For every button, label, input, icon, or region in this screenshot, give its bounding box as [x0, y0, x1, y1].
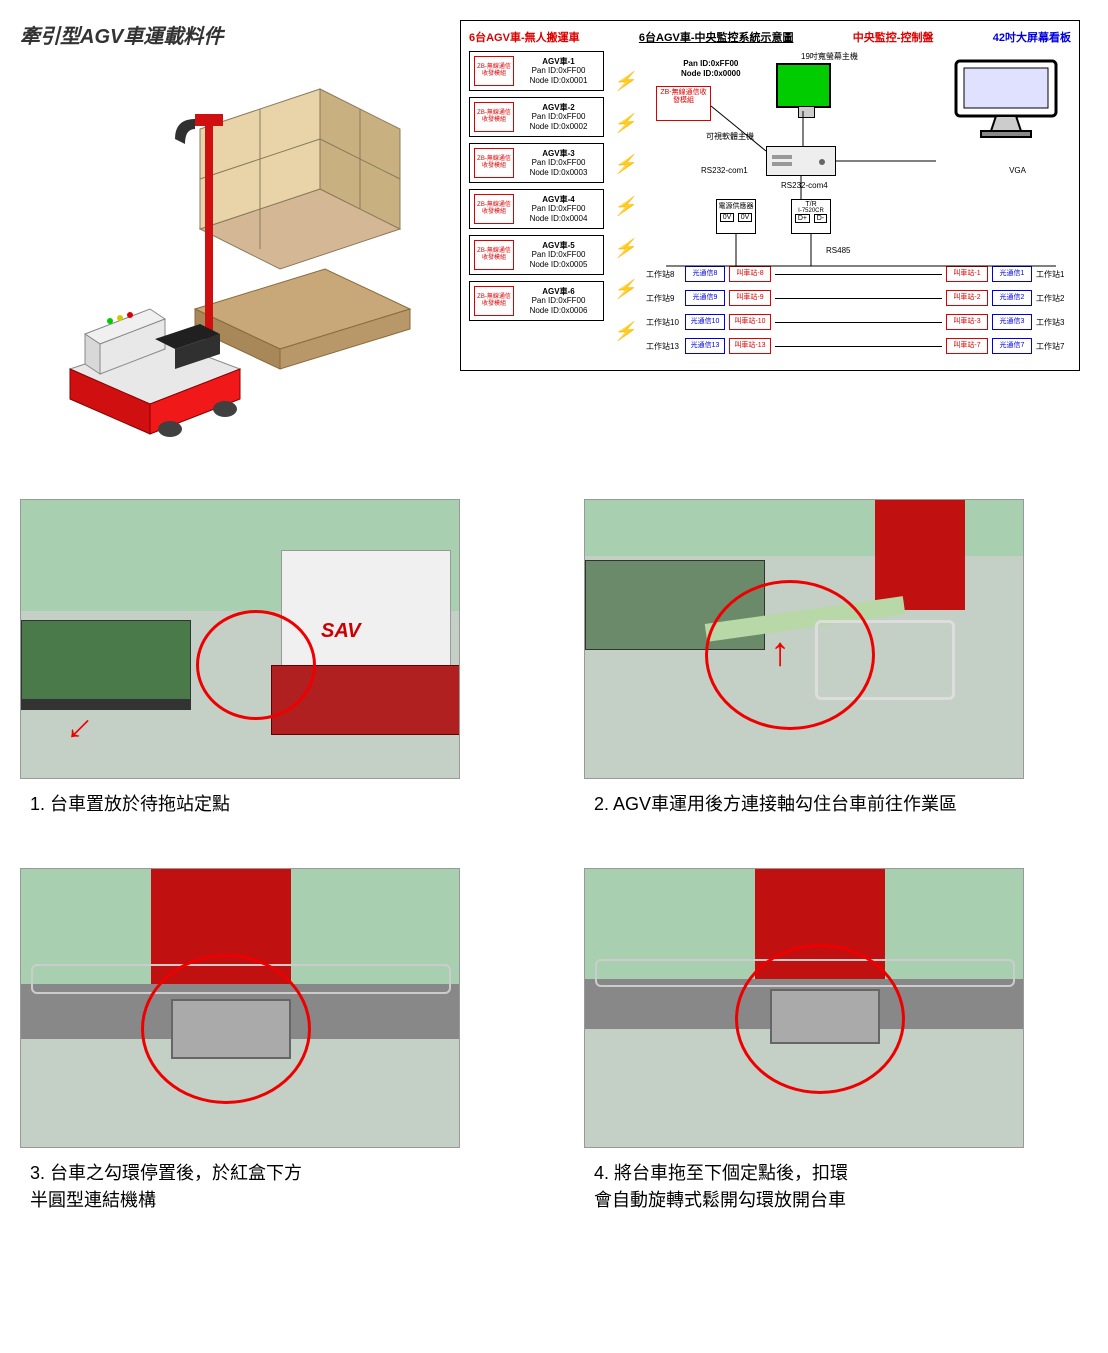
agv-forklift-drawing	[20, 59, 420, 439]
zb-center-module: ZB-無線通信收發模組	[656, 86, 711, 121]
bolt-icon: ⚡	[614, 196, 636, 217]
photo-1: SAV ↓ 1. 台車置放於待拖站定點	[20, 499, 524, 818]
agv-unit-info: AGV車-4Pan ID:0xFF00Node ID:0x0004	[518, 195, 599, 224]
workstation-label: 工作站2	[1036, 293, 1071, 304]
zb-module-icon: ZB-無線通信收發模組	[474, 286, 514, 316]
agv-units-column: ZB-無線通信收發模組 AGV車-1Pan ID:0xFF00Node ID:0…	[469, 51, 604, 362]
call-station-box: 叫車站-8	[729, 266, 771, 282]
power-converter-box: 電源供應器 0V 0V	[716, 199, 756, 234]
agv-unit-info: AGV車-3Pan ID:0xFF00Node ID:0x0003	[518, 149, 599, 178]
light-comm-box: 光通信9	[685, 290, 725, 306]
annotation-circle	[735, 944, 905, 1094]
host-label: 19吋寬螢幕主機	[801, 51, 858, 62]
agv-unit-box: ZB-無線通信收發模組 AGV車-2Pan ID:0xFF00Node ID:0…	[469, 97, 604, 137]
rs485-label: RS485	[826, 246, 850, 255]
photo-1-caption: 1. 台車置放於待拖站定點	[20, 791, 524, 818]
center-pan-node: Pan ID:0xFF00 Node ID:0x0000	[681, 59, 741, 78]
diagram-title-right1: 中央監控-控制盤	[853, 29, 934, 45]
bolt-icon: ⚡	[614, 154, 636, 175]
light-comm-box: 光通信1	[992, 266, 1032, 282]
agv-unit-box: ZB-無線通信收發模組 AGV車-4Pan ID:0xFF00Node ID:0…	[469, 189, 604, 229]
call-station-box: 叫車站-10	[729, 314, 771, 330]
annotation-circle	[141, 954, 311, 1104]
sav-logo: SAV	[321, 620, 361, 643]
light-comm-box: 光通信8	[685, 266, 725, 282]
agv-unit-box: ZB-無線通信收發模組 AGV車-3Pan ID:0xFF00Node ID:0…	[469, 143, 604, 183]
bolt-icon: ⚡	[614, 238, 636, 259]
light-comm-box: 光通信2	[992, 290, 1032, 306]
system-diagram: 6台AGV車-無人搬運車 6台AGV車-中央監控系統示意圖 中央監控-控制盤 4…	[460, 20, 1080, 371]
photo-4-image	[584, 868, 1024, 1148]
photo-3-image	[20, 868, 460, 1148]
workstation-label: 工作站9	[646, 293, 681, 304]
bolt-icon: ⚡	[614, 279, 636, 300]
call-station-box: 叫車站-2	[946, 290, 988, 306]
workstation-grid: 工作站8 光通信8 叫車站-8 叫車站-1 光通信1 工作站1 工作站9 光通信…	[646, 266, 1071, 354]
pc-box-icon	[766, 146, 836, 176]
photo-1-image: SAV ↓	[20, 499, 460, 779]
wireless-indicators: ⚡ ⚡ ⚡ ⚡ ⚡ ⚡ ⚡	[610, 51, 640, 362]
photo-3-caption: 3. 台車之勾環停置後，於紅盒下方 半圓型連結機構	[20, 1160, 524, 1214]
light-comm-box: 光通信3	[992, 314, 1032, 330]
diagram-title-right2: 42吋大屏幕看板	[993, 29, 1071, 45]
call-station-box: 叫車站-9	[729, 290, 771, 306]
photo-4: 4. 將台車拖至下個定點後，扣環 會自動旋轉式鬆開勾環放開台車	[584, 868, 1088, 1214]
rs232-com1-label: RS232-com1	[701, 166, 748, 175]
annotation-circle	[196, 610, 316, 720]
agv-unit-box: ZB-無線通信收發模組 AGV車-6Pan ID:0xFF00Node ID:0…	[469, 281, 604, 321]
annotation-circle	[705, 580, 875, 730]
agv-unit-info: AGV車-6Pan ID:0xFF00Node ID:0x0006	[518, 287, 599, 316]
diagram-title-left: 6台AGV車-無人搬運車	[469, 29, 580, 45]
illustration-title: 牽引型AGV車運載料件	[20, 20, 440, 49]
workstation-label: 工作站1	[1036, 269, 1071, 280]
zb-module-icon: ZB-無線通信收發模組	[474, 194, 514, 224]
diagram-title-center: 6台AGV車-中央監控系統示意圖	[639, 29, 794, 45]
large-display-icon	[946, 56, 1066, 141]
call-station-box: 叫車站-1	[946, 266, 988, 282]
bolt-icon: ⚡	[614, 113, 636, 134]
photo-4-caption: 4. 將台車拖至下個定點後，扣環 會自動旋轉式鬆開勾環放開台車	[584, 1160, 1088, 1214]
agv-unit-info: AGV車-5Pan ID:0xFF00Node ID:0x0005	[518, 241, 599, 270]
light-comm-box: 光通信10	[685, 314, 725, 330]
monitor-column: Pan ID:0xFF00 Node ID:0x0000 19吋寬螢幕主機 ZB…	[646, 51, 1071, 362]
zb-module-icon: ZB-無線通信收發模組	[474, 148, 514, 178]
workstation-label: 工作站10	[646, 317, 681, 328]
workstation-label: 工作站8	[646, 269, 681, 280]
workstation-label: 工作站7	[1036, 341, 1071, 352]
photo-2-image: ↑	[584, 499, 1024, 779]
bolt-icon: ⚡	[614, 71, 636, 92]
call-station-box: 叫車站-3	[946, 314, 988, 330]
agv-unit-box: ZB-無線通信收發模組 AGV車-1Pan ID:0xFF00Node ID:0…	[469, 51, 604, 91]
station-row: 工作站9 光通信9 叫車站-9 叫車站-2 光通信2 工作站2	[646, 290, 1071, 306]
photo-3: 3. 台車之勾環停置後，於紅盒下方 半圓型連結機構	[20, 868, 524, 1214]
agv-unit-box: ZB-無線通信收發模組 AGV車-5Pan ID:0xFF00Node ID:0…	[469, 235, 604, 275]
bolt-icon: ⚡	[614, 321, 636, 342]
zb-module-icon: ZB-無線通信收發模組	[474, 56, 514, 86]
zb-module-icon: ZB-無線通信收發模組	[474, 102, 514, 132]
station-row: 工作站10 光通信10 叫車站-10 叫車站-3 光通信3 工作站3	[646, 314, 1071, 330]
workstation-label: 工作站3	[1036, 317, 1071, 328]
vga-label: VGA	[1009, 166, 1026, 175]
agv-illustration-panel: 牽引型AGV車運載料件	[20, 20, 440, 439]
station-row: 工作站8 光通信8 叫車站-8 叫車站-1 光通信1 工作站1	[646, 266, 1071, 282]
light-comm-box: 光通信7	[992, 338, 1032, 354]
call-station-box: 叫車站-7	[946, 338, 988, 354]
annotation-arrow: ↑	[770, 630, 790, 675]
rs232-com4-label: RS232-com4	[781, 181, 828, 190]
workstation-label: 工作站13	[646, 341, 681, 352]
station-row: 工作站13 光通信13 叫車站-13 叫車站-7 光通信7 工作站7	[646, 338, 1071, 354]
agv-unit-info: AGV車-1Pan ID:0xFF00Node ID:0x0001	[518, 57, 599, 86]
light-comm-box: 光通信13	[685, 338, 725, 354]
agv-unit-info: AGV車-2Pan ID:0xFF00Node ID:0x0002	[518, 103, 599, 132]
photo-2-caption: 2. AGV車運用後方連接軸勾住台車前往作業區	[584, 791, 1088, 818]
call-station-box: 叫車站-13	[729, 338, 771, 354]
tr-converter-box: T/R I-7520CR D+ D-	[791, 199, 831, 234]
zb-module-icon: ZB-無線通信收發模組	[474, 240, 514, 270]
green-monitor-icon	[776, 63, 831, 108]
photo-2: ↑ 2. AGV車運用後方連接軸勾住台車前往作業區	[584, 499, 1088, 818]
pc-label: 可視軟體主機	[706, 131, 754, 142]
